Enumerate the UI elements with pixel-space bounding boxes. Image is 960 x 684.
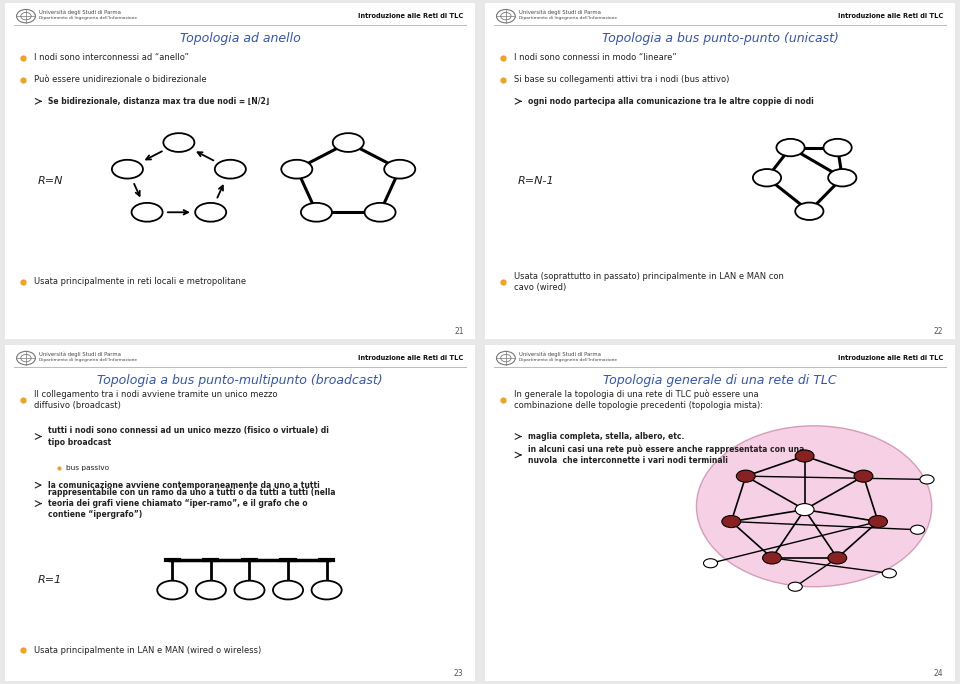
Text: Dipartimento di Ingegneria dell'Informazione: Dipartimento di Ingegneria dell'Informaz… bbox=[38, 358, 137, 362]
FancyBboxPatch shape bbox=[5, 345, 475, 681]
Ellipse shape bbox=[333, 133, 364, 152]
Ellipse shape bbox=[777, 139, 804, 156]
Ellipse shape bbox=[132, 203, 162, 222]
Ellipse shape bbox=[234, 581, 265, 599]
Text: Il collegamento tra i nodi avviene tramite un unico mezzo
diffusivo (broadcast): Il collegamento tra i nodi avviene trami… bbox=[34, 390, 277, 410]
Ellipse shape bbox=[828, 552, 847, 564]
Text: 22: 22 bbox=[934, 327, 944, 336]
Text: in alcuni casi una rete può essere anche rappresentata con una
nuvola  che inter: in alcuni casi una rete può essere anche… bbox=[528, 445, 804, 465]
Text: Università degli Studi di Parma: Università degli Studi di Parma bbox=[38, 10, 121, 15]
Ellipse shape bbox=[215, 160, 246, 179]
Ellipse shape bbox=[273, 581, 303, 599]
Ellipse shape bbox=[384, 160, 416, 179]
Text: rappresentabile con un ramo da uno a tutti o da tutti a tutti (nella
teoria dei : rappresentabile con un ramo da uno a tut… bbox=[48, 488, 336, 519]
Ellipse shape bbox=[824, 139, 852, 156]
Ellipse shape bbox=[828, 169, 856, 187]
Text: maglia completa, stella, albero, etc.: maglia completa, stella, albero, etc. bbox=[528, 432, 684, 441]
Text: Usata (soprattutto in passato) principalmente in LAN e MAN con
cavo (wired): Usata (soprattutto in passato) principal… bbox=[514, 272, 783, 291]
Ellipse shape bbox=[869, 516, 887, 527]
Text: Si base su collegamenti attivi tra i nodi (bus attivo): Si base su collegamenti attivi tra i nod… bbox=[514, 75, 730, 84]
Text: 21: 21 bbox=[454, 327, 464, 336]
Ellipse shape bbox=[753, 169, 781, 187]
Text: R=N: R=N bbox=[37, 176, 63, 186]
Text: la comunicazione avviene contemporaneamente da uno a tutti: la comunicazione avviene contemporaneame… bbox=[48, 481, 320, 490]
Text: ogni nodo partecipa alla comunicazione tra le altre coppie di nodi: ogni nodo partecipa alla comunicazione t… bbox=[528, 97, 814, 106]
Text: Dipartimento di Ingegneria dell'Informazione: Dipartimento di Ingegneria dell'Informaz… bbox=[518, 16, 616, 20]
Ellipse shape bbox=[281, 160, 312, 179]
Ellipse shape bbox=[762, 552, 781, 564]
Text: Introduzione alle Reti di TLC: Introduzione alle Reti di TLC bbox=[358, 13, 464, 19]
Ellipse shape bbox=[163, 133, 195, 152]
Ellipse shape bbox=[696, 426, 931, 587]
Ellipse shape bbox=[300, 203, 332, 222]
Text: Dipartimento di Ingegneria dell'Informazione: Dipartimento di Ingegneria dell'Informaz… bbox=[518, 358, 616, 362]
Text: bus passivo: bus passivo bbox=[66, 465, 109, 471]
FancyBboxPatch shape bbox=[5, 3, 475, 339]
Ellipse shape bbox=[195, 203, 227, 222]
Text: 23: 23 bbox=[454, 669, 464, 678]
Ellipse shape bbox=[882, 569, 897, 578]
Ellipse shape bbox=[795, 503, 814, 516]
Text: Introduzione alle Reti di TLC: Introduzione alle Reti di TLC bbox=[358, 355, 464, 361]
Ellipse shape bbox=[704, 559, 718, 568]
Ellipse shape bbox=[920, 475, 934, 484]
Text: Introduzione alle Reti di TLC: Introduzione alle Reti di TLC bbox=[838, 13, 944, 19]
Text: R=1: R=1 bbox=[37, 575, 62, 585]
Ellipse shape bbox=[788, 582, 803, 591]
Text: Introduzione alle Reti di TLC: Introduzione alle Reti di TLC bbox=[838, 355, 944, 361]
Text: I nodi sono connessi in modo “lineare”: I nodi sono connessi in modo “lineare” bbox=[514, 53, 677, 62]
FancyBboxPatch shape bbox=[485, 345, 955, 681]
Ellipse shape bbox=[795, 450, 814, 462]
Text: Università degli Studi di Parma: Università degli Studi di Parma bbox=[38, 352, 121, 357]
Text: R=N-1: R=N-1 bbox=[517, 176, 554, 186]
Ellipse shape bbox=[157, 581, 187, 599]
Text: Dipartimento di Ingegneria dell'Informazione: Dipartimento di Ingegneria dell'Informaz… bbox=[38, 16, 137, 20]
Ellipse shape bbox=[365, 203, 396, 222]
Text: Università degli Studi di Parma: Università degli Studi di Parma bbox=[518, 352, 600, 357]
Text: Usata principalmente in reti locali e metropolitane: Usata principalmente in reti locali e me… bbox=[34, 277, 246, 286]
Text: Topologia generale di una rete di TLC: Topologia generale di una rete di TLC bbox=[603, 374, 837, 387]
Text: In generale la topologia di una rete di TLC può essere una
combinazione delle to: In generale la topologia di una rete di … bbox=[514, 389, 763, 410]
Ellipse shape bbox=[112, 160, 143, 179]
Ellipse shape bbox=[722, 516, 741, 527]
Ellipse shape bbox=[910, 525, 924, 534]
Text: Se bidirezionale, distanza max tra due nodi = ⌊N/2⌋: Se bidirezionale, distanza max tra due n… bbox=[48, 97, 270, 106]
Text: Topologia a bus punto-punto (unicast): Topologia a bus punto-punto (unicast) bbox=[602, 32, 838, 45]
Text: 24: 24 bbox=[934, 669, 944, 678]
Text: Usata principalmente in LAN e MAN (wired o wireless): Usata principalmente in LAN e MAN (wired… bbox=[34, 646, 261, 655]
FancyBboxPatch shape bbox=[485, 3, 955, 339]
Text: I nodi sono interconnessi ad “anello”: I nodi sono interconnessi ad “anello” bbox=[34, 53, 189, 62]
Ellipse shape bbox=[795, 202, 824, 220]
Ellipse shape bbox=[196, 581, 226, 599]
Text: Topologia a bus punto-multipunto (broadcast): Topologia a bus punto-multipunto (broadc… bbox=[97, 374, 383, 387]
Text: tutti i nodi sono connessi ad un unico mezzo (fisico o virtuale) di
tipo broadca: tutti i nodi sono connessi ad un unico m… bbox=[48, 427, 329, 447]
Ellipse shape bbox=[312, 581, 342, 599]
Ellipse shape bbox=[736, 470, 756, 482]
Text: Topologia ad anello: Topologia ad anello bbox=[180, 32, 300, 45]
Ellipse shape bbox=[854, 470, 873, 482]
Text: Università degli Studi di Parma: Università degli Studi di Parma bbox=[518, 10, 600, 15]
Text: Può essere unidirezionale o bidirezionale: Può essere unidirezionale o bidirezional… bbox=[34, 75, 206, 84]
